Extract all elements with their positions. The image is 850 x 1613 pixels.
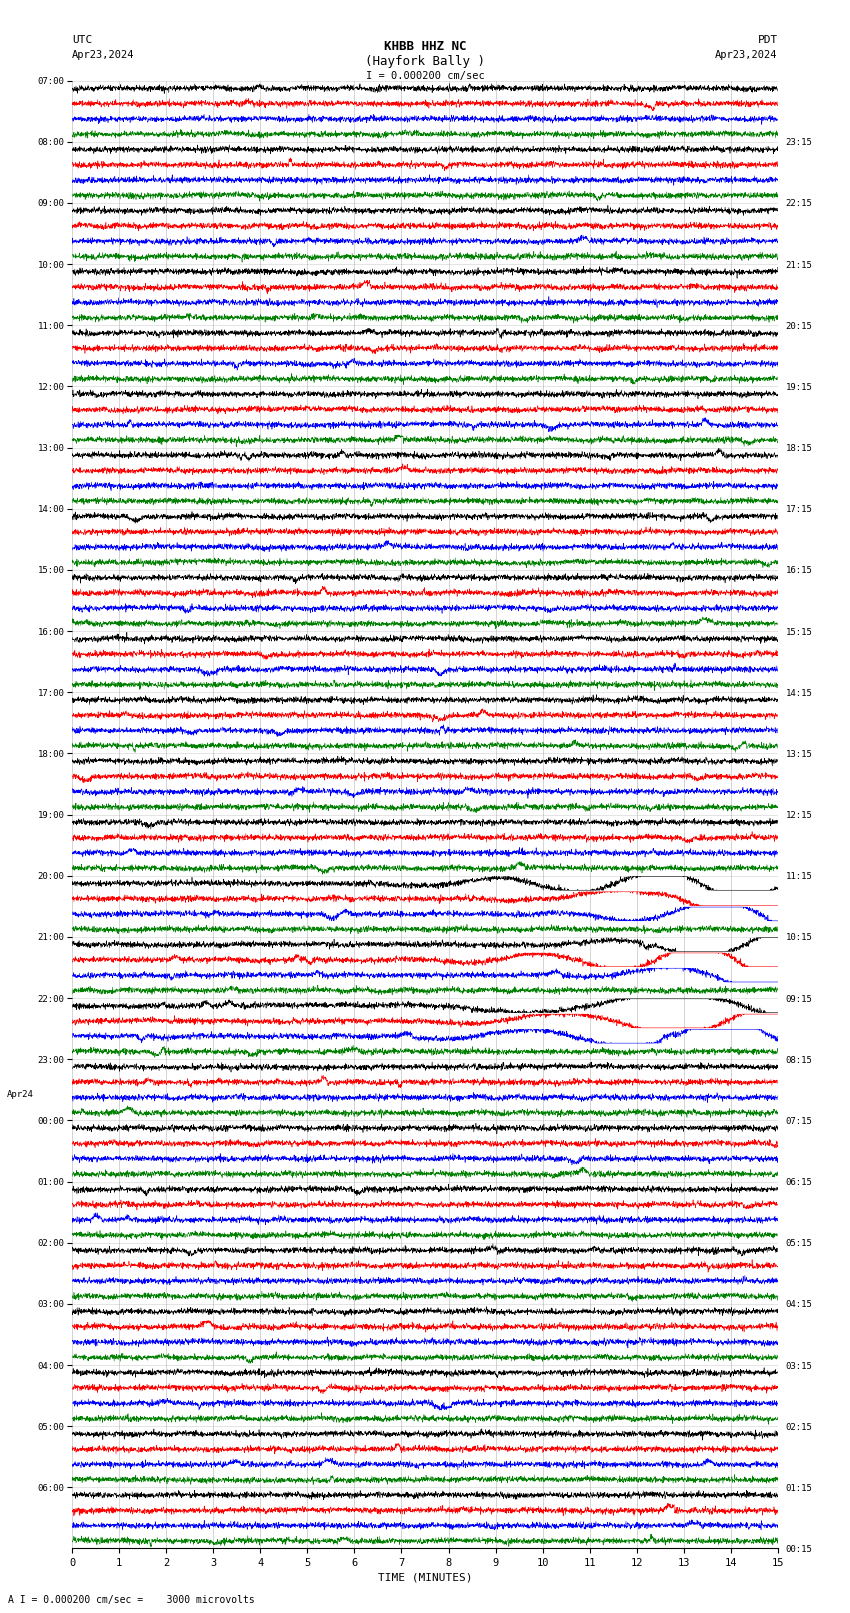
- Text: Apr24: Apr24: [7, 1090, 33, 1100]
- Text: Apr23,2024: Apr23,2024: [72, 50, 135, 60]
- Text: A I = 0.000200 cm/sec =    3000 microvolts: A I = 0.000200 cm/sec = 3000 microvolts: [8, 1595, 255, 1605]
- Text: KHBB HHZ NC: KHBB HHZ NC: [383, 39, 467, 53]
- Text: I = 0.000200 cm/sec: I = 0.000200 cm/sec: [366, 71, 484, 81]
- Text: PDT: PDT: [757, 35, 778, 45]
- X-axis label: TIME (MINUTES): TIME (MINUTES): [377, 1573, 473, 1582]
- Text: Apr23,2024: Apr23,2024: [715, 50, 778, 60]
- Text: (Hayfork Bally ): (Hayfork Bally ): [365, 55, 485, 68]
- Text: UTC: UTC: [72, 35, 93, 45]
